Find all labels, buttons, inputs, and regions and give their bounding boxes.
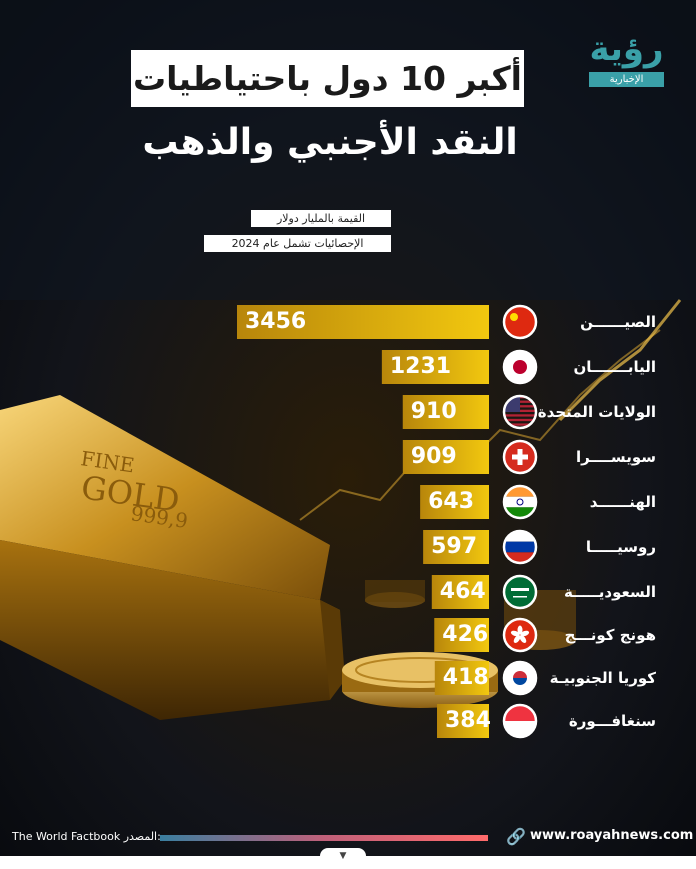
source-value: The World Factbook <box>12 830 121 843</box>
bar-japan <box>381 350 489 384</box>
bar-value-label: 910 <box>410 399 457 424</box>
russia-flag-icon <box>502 529 538 565</box>
bar-china <box>237 305 489 339</box>
country-label: كوريا الجنوبيـة <box>549 669 656 687</box>
saudi-flag-icon <box>502 574 538 610</box>
southkorea-flag-icon <box>502 660 538 696</box>
bar-russia <box>423 530 489 564</box>
country-label: الهنــــــد <box>589 493 656 511</box>
logo-main-text: رؤية <box>589 29 664 69</box>
unit-note: القيمة بالمليار دولار <box>251 210 391 227</box>
footer: The World Factbook المصدر: 🔗 www.roayahn… <box>0 822 696 854</box>
bar-usa <box>402 395 489 429</box>
country-label: سويســــرا <box>575 448 656 466</box>
bar-southkorea <box>434 661 489 695</box>
india-flag-icon <box>502 484 538 520</box>
bar-saudi <box>431 575 489 609</box>
bar-value-label: 384 <box>445 708 491 733</box>
year-note: الإحصائيات تشمل عام 2024 <box>204 235 391 252</box>
bar-value-label: 426 <box>442 622 489 647</box>
bar-value-label: 3456 <box>245 309 307 334</box>
country-label: روسيـــــا <box>585 538 656 556</box>
title-line-1: أكبر 10 دول باحتياطيات <box>131 50 524 107</box>
bar-value-label: 597 <box>431 534 478 559</box>
switzerland-flag-icon <box>502 439 538 475</box>
bar-value-label: 418 <box>442 665 489 690</box>
bar-value-label: 464 <box>439 579 486 604</box>
source-label: المصدر: <box>123 830 161 843</box>
link-icon: 🔗 <box>506 827 526 846</box>
country-label: سنغافـــورة <box>568 712 656 730</box>
bar-value-label: 643 <box>428 489 475 514</box>
country-label: الولايات المتحدة <box>537 403 656 421</box>
brand-logo: رؤية الإخبارية <box>583 27 670 87</box>
bar-value-label: 909 <box>410 444 457 469</box>
country-label: الصيــــــن <box>580 313 656 331</box>
country-label: هونج كونـــج <box>564 626 656 644</box>
singapore-flag-icon <box>502 703 538 739</box>
usa-flag-icon <box>502 394 538 430</box>
bar-india <box>420 485 489 519</box>
bar-value-label: 1231 <box>389 354 452 379</box>
hongkong-flag-icon <box>502 617 538 653</box>
website-link[interactable]: www.roayahnews.com <box>530 828 694 843</box>
footer-divider <box>160 835 488 841</box>
japan-flag-icon <box>502 349 538 385</box>
bar-singapore <box>437 704 489 738</box>
logo-sub-text: الإخبارية <box>589 72 664 87</box>
bar-hongkong <box>434 618 489 652</box>
country-label: اليابـــــــان <box>573 358 657 376</box>
china-flag-icon <box>502 304 538 340</box>
chevron-down-icon[interactable]: ▼ <box>320 848 366 864</box>
bar-switzerland <box>402 440 489 474</box>
country-label: السعوديـــــة <box>564 583 656 601</box>
source-credit: The World Factbook المصدر: <box>12 830 161 843</box>
title-line-2: النقد الأجنبي والذهب <box>142 121 518 163</box>
